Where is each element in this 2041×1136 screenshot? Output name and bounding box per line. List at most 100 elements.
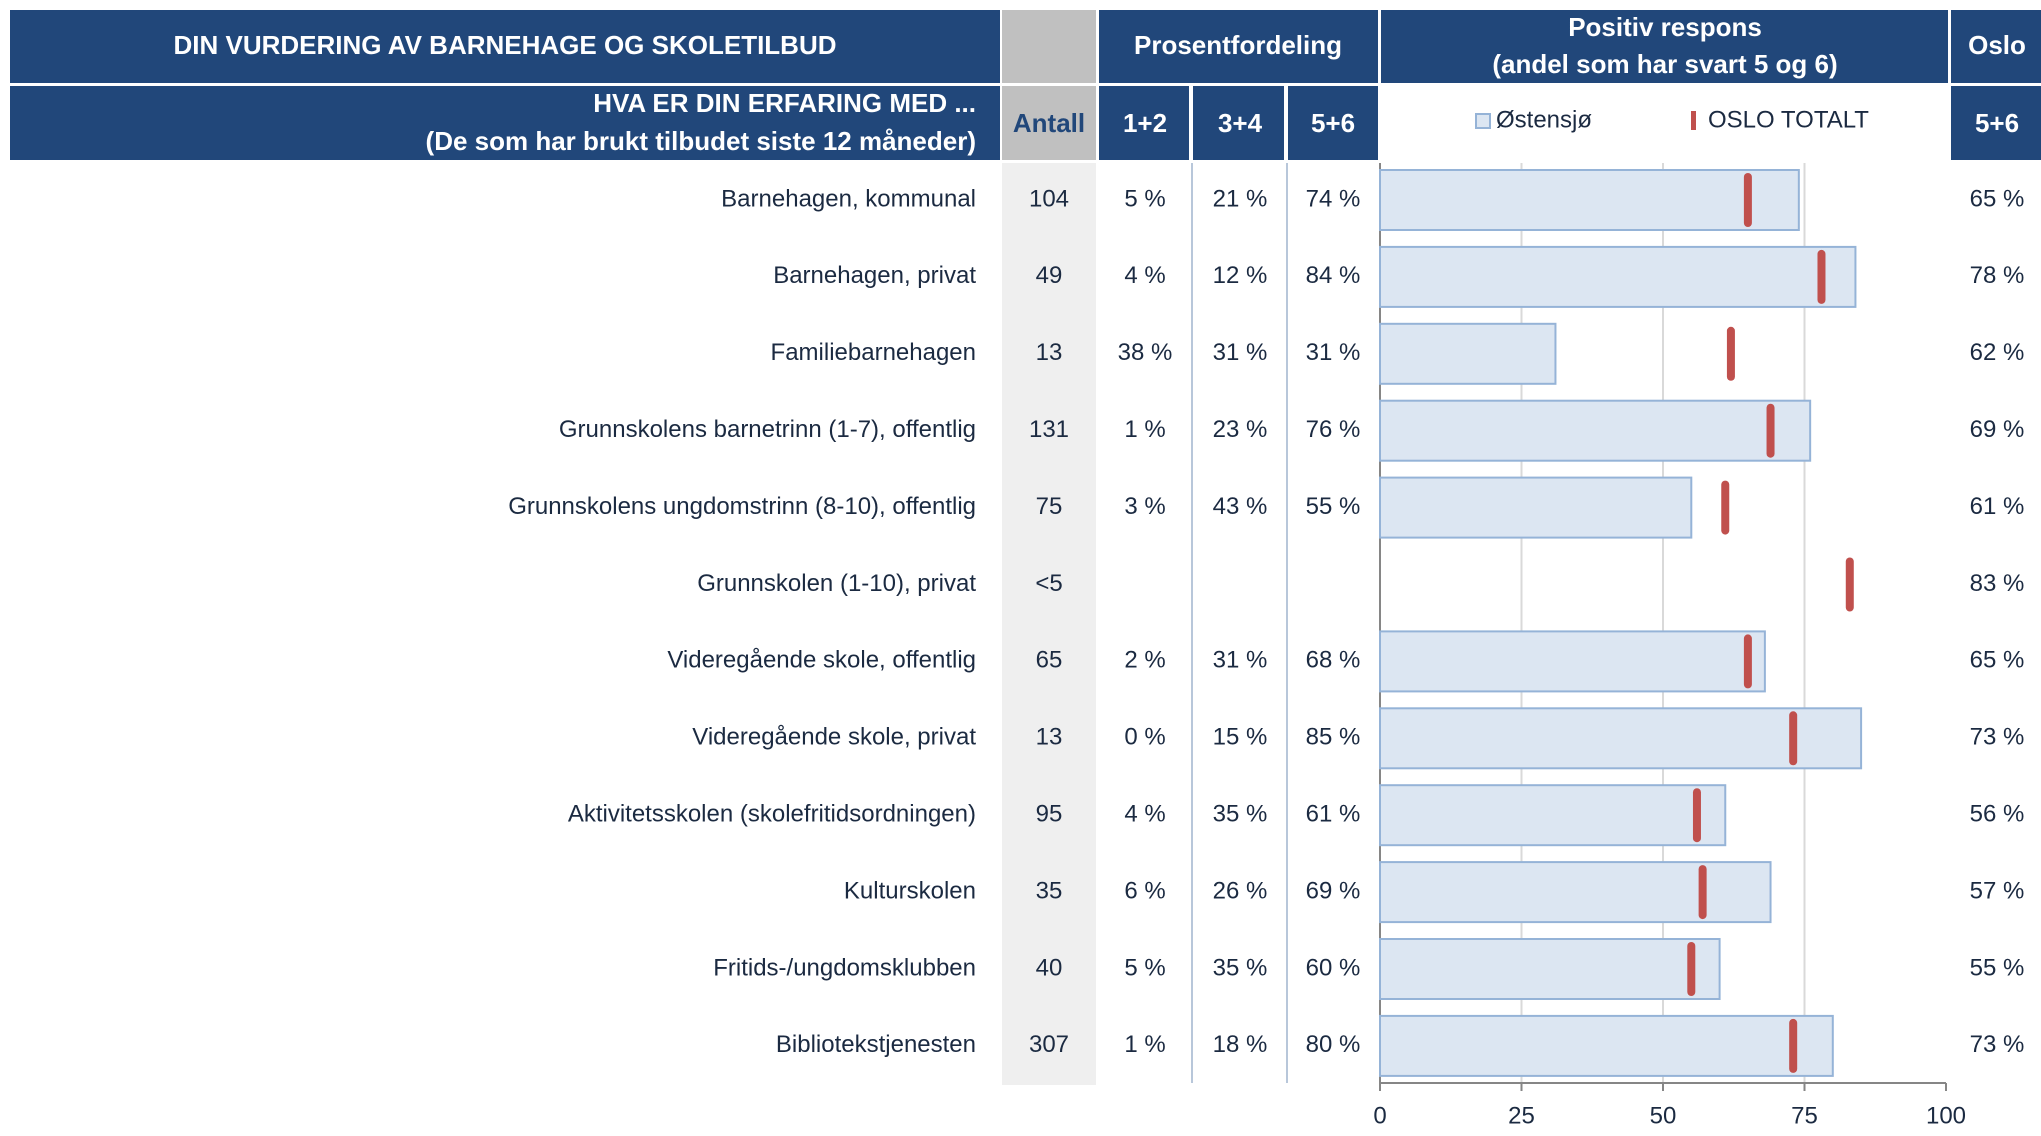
- count: 65: [1036, 647, 1063, 674]
- legend-swatch: [1691, 111, 1696, 130]
- header-cell: [1288, 86, 1378, 160]
- header-cell: [1099, 86, 1189, 160]
- percent: 31 %: [1213, 647, 1268, 674]
- percent: 15 %: [1213, 724, 1268, 751]
- header-cell: [1381, 10, 1948, 83]
- question: HVA ER DIN ERFARING MED ...: [593, 88, 976, 118]
- percent: 4 %: [1124, 262, 1165, 289]
- row-label: Kulturskolen: [844, 877, 976, 904]
- percent: 38 %: [1118, 339, 1173, 366]
- bar: [1379, 784, 1727, 847]
- percent: 1 %: [1124, 1031, 1165, 1058]
- legend-swatch: [1475, 113, 1491, 129]
- oslo-value: 61 %: [1970, 493, 2025, 520]
- percent: 4 %: [1124, 801, 1165, 828]
- marker: [1698, 865, 1707, 920]
- percent: 61 %: [1306, 801, 1361, 828]
- percent: 76 %: [1306, 416, 1361, 443]
- legend-label: OSLO TOTALT: [1708, 106, 1869, 133]
- bar: [1379, 476, 1693, 539]
- oslo-value: 57 %: [1970, 877, 2025, 904]
- marker: [1721, 480, 1730, 535]
- x-tick-label: 0: [1373, 1102, 1386, 1129]
- header-cell: [1951, 86, 2041, 160]
- row-label: Videregående skole, offentlig: [667, 647, 976, 674]
- positive-note: (andel som har svart 5 og 6): [1492, 49, 1837, 79]
- percent: 60 %: [1306, 954, 1361, 981]
- percent: 5 %: [1124, 954, 1165, 981]
- percent: 12 %: [1213, 262, 1268, 289]
- percent: 31 %: [1213, 339, 1268, 366]
- oslo-value: 78 %: [1970, 262, 2025, 289]
- oslo-value: 73 %: [1970, 1031, 2025, 1058]
- bar: [1379, 169, 1800, 231]
- percent: 26 %: [1213, 877, 1268, 904]
- percent: 80 %: [1306, 1031, 1361, 1058]
- percent: 68 %: [1306, 647, 1361, 674]
- percent: 55 %: [1306, 493, 1361, 520]
- marker: [1743, 634, 1752, 689]
- marker: [1687, 942, 1696, 996]
- bar: [1379, 707, 1863, 770]
- percent: 35 %: [1213, 801, 1268, 828]
- count: 75: [1036, 493, 1063, 520]
- oslo-value: 73 %: [1970, 724, 2025, 751]
- row-label: Fritids-/ungdomsklubben: [713, 954, 976, 981]
- percent: 35 %: [1213, 954, 1268, 981]
- bar: [1379, 1014, 1834, 1077]
- x-tick-label: 100: [1926, 1102, 1966, 1129]
- percent: 84 %: [1306, 262, 1361, 289]
- count: 131: [1029, 416, 1069, 443]
- header-cell: [1002, 10, 1096, 83]
- percent: 2 %: [1124, 647, 1165, 674]
- count: 49: [1036, 262, 1063, 289]
- count: 307: [1029, 1031, 1069, 1058]
- marker: [1743, 173, 1752, 227]
- legend-label: Østensjø: [1496, 106, 1592, 133]
- column-header: 3+4: [1218, 108, 1263, 138]
- header-cell: [10, 86, 1000, 160]
- count: 35: [1036, 877, 1063, 904]
- percent: 6 %: [1124, 877, 1165, 904]
- x-tick-label: 75: [1791, 1102, 1818, 1129]
- marker: [1845, 557, 1854, 612]
- marker: [1726, 326, 1735, 381]
- oslo-value: 65 %: [1970, 185, 2025, 212]
- marker: [1789, 1018, 1798, 1073]
- row-label: Videregående skole, privat: [692, 724, 976, 751]
- header-cell: [10, 10, 1000, 83]
- percent: 18 %: [1213, 1031, 1268, 1058]
- positive-header: Positiv respons: [1568, 12, 1762, 42]
- oslo-column-header: 5+6: [1975, 108, 2019, 138]
- percent: 85 %: [1306, 724, 1361, 751]
- x-tick-label: 50: [1650, 1102, 1677, 1129]
- percent: 1 %: [1124, 416, 1165, 443]
- header-cell: [1951, 10, 2041, 83]
- oslo-value: 69 %: [1970, 416, 2025, 443]
- count-header: Antall: [1013, 108, 1085, 138]
- percent: 23 %: [1213, 416, 1268, 443]
- percent: 43 %: [1213, 493, 1268, 520]
- row-label: Aktivitetsskolen (skolefritidsordningen): [568, 801, 976, 828]
- oslo-value: 55 %: [1970, 954, 2025, 981]
- distribution-header: Prosentfordeling: [1134, 30, 1342, 60]
- question-note: (De som har brukt tilbudet siste 12 måne…: [426, 126, 976, 156]
- marker: [1692, 788, 1701, 843]
- count-column: [1002, 163, 1096, 1085]
- row-label: Barnehagen, kommunal: [721, 185, 976, 212]
- percent: 5 %: [1124, 185, 1165, 212]
- percent: 0 %: [1124, 724, 1165, 751]
- column-header: 5+6: [1311, 108, 1355, 138]
- percent: 3 %: [1124, 493, 1165, 520]
- oslo-value: 83 %: [1970, 570, 2025, 597]
- x-tick-label: 25: [1508, 1102, 1535, 1129]
- header-cell: [1099, 10, 1378, 83]
- oslo-header: Oslo: [1968, 30, 2026, 60]
- percent: 74 %: [1306, 185, 1361, 212]
- oslo-value: 65 %: [1970, 647, 2025, 674]
- count: 40: [1036, 954, 1063, 981]
- marker: [1789, 711, 1798, 766]
- marker: [1766, 403, 1775, 458]
- row-label: Bibliotekstjenesten: [776, 1031, 976, 1058]
- title: DIN VURDERING AV BARNEHAGE OG SKOLETILBU…: [173, 30, 836, 60]
